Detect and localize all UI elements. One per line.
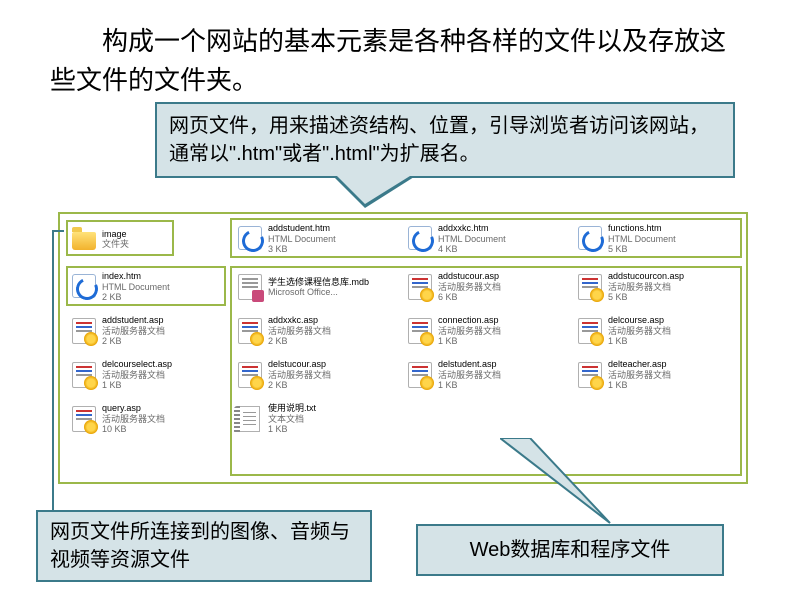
asp-icon xyxy=(578,274,604,300)
asp-icon xyxy=(408,362,434,388)
file-size: 1 KB xyxy=(608,380,671,390)
file-delstucour-asp[interactable]: delstucour.asp活动服务器文档2 KB xyxy=(238,358,388,392)
file-type: 文本文档 xyxy=(268,414,316,424)
asp-icon xyxy=(578,362,604,388)
asp-icon xyxy=(238,362,264,388)
file-name: addstudent.htm xyxy=(268,223,336,233)
ie-icon xyxy=(578,226,604,252)
label-resource-files: 网页文件所连接到的图像、音频与视频等资源文件 xyxy=(36,510,372,582)
file-type: HTML Document xyxy=(102,282,170,292)
file-name: query.asp xyxy=(102,403,165,413)
asp-icon xyxy=(578,318,604,344)
file-name: addxxkc.asp xyxy=(268,315,331,325)
file-image-folder[interactable]: image文件夹 xyxy=(72,222,222,256)
file-name: image xyxy=(102,229,129,239)
file-name: delstucour.asp xyxy=(268,359,331,369)
file-size: 2 KB xyxy=(268,380,331,390)
asp-icon xyxy=(72,362,98,388)
file-size: 4 KB xyxy=(438,244,506,254)
file-addstudent-asp[interactable]: addstudent.asp活动服务器文档2 KB xyxy=(72,314,222,348)
file-type: Microsoft Office... xyxy=(268,287,369,297)
file-mdb[interactable]: 学生选修课程信息库.mdbMicrosoft Office... xyxy=(238,270,398,304)
file-type: 活动服务器文档 xyxy=(102,370,172,380)
file-name: delcourse.asp xyxy=(608,315,671,325)
file-type: HTML Document xyxy=(608,234,676,244)
asp-icon xyxy=(72,406,98,432)
file-type: 活动服务器文档 xyxy=(438,326,501,336)
asp-icon xyxy=(72,318,98,344)
pointer-right xyxy=(500,438,620,528)
file-size: 1 KB xyxy=(608,336,671,346)
file-name: addxxkc.htm xyxy=(438,223,506,233)
file-size: 2 KB xyxy=(102,336,165,346)
file-index-htm[interactable]: index.htmHTML Document2 KB xyxy=(72,270,222,304)
file-type: HTML Document xyxy=(438,234,506,244)
file-type: 活动服务器文档 xyxy=(438,370,501,380)
file-name: delteacher.asp xyxy=(608,359,671,369)
file-size: 6 KB xyxy=(438,292,501,302)
file-size: 1 KB xyxy=(438,380,501,390)
file-name: delcourselect.asp xyxy=(102,359,172,369)
file-type: 活动服务器文档 xyxy=(438,282,501,292)
file-type: 活动服务器文档 xyxy=(608,282,684,292)
file-explorer-panel: image文件夹 addstudent.htmHTML Document3 KB… xyxy=(58,212,748,484)
file-type: HTML Document xyxy=(268,234,336,244)
file-type: 活动服务器文档 xyxy=(102,414,165,424)
file-delcourselect-asp[interactable]: delcourselect.asp活动服务器文档1 KB xyxy=(72,358,222,392)
file-size: 5 KB xyxy=(608,292,684,302)
ie-icon xyxy=(408,226,434,252)
file-name: index.htm xyxy=(102,271,170,281)
file-addstucourcon-asp[interactable]: addstucourcon.asp活动服务器文档5 KB xyxy=(578,270,728,304)
file-name: functions.htm xyxy=(608,223,676,233)
file-name: addstudent.asp xyxy=(102,315,165,325)
file-size: 2 KB xyxy=(102,292,170,302)
file-delcourse-asp[interactable]: delcourse.asp活动服务器文档1 KB xyxy=(578,314,728,348)
file-name: delstudent.asp xyxy=(438,359,501,369)
folder-icon xyxy=(72,226,98,252)
file-type: 活动服务器文档 xyxy=(608,370,671,380)
file-name: addstucourcon.asp xyxy=(608,271,684,281)
connector-left xyxy=(52,230,54,510)
file-type: 活动服务器文档 xyxy=(608,326,671,336)
asp-icon xyxy=(408,318,434,344)
file-delteacher-asp[interactable]: delteacher.asp活动服务器文档1 KB xyxy=(578,358,728,392)
file-size: 2 KB xyxy=(268,336,331,346)
file-addstudent-htm[interactable]: addstudent.htmHTML Document3 KB xyxy=(238,222,388,256)
file-name: addstucour.asp xyxy=(438,271,501,281)
asp-icon xyxy=(238,318,264,344)
file-size: 1 KB xyxy=(102,380,172,390)
file-size: 3 KB xyxy=(268,244,336,254)
file-delstudent-asp[interactable]: delstudent.asp活动服务器文档1 KB xyxy=(408,358,558,392)
file-size: 1 KB xyxy=(268,424,316,434)
file-name: connection.asp xyxy=(438,315,501,325)
ie-icon xyxy=(238,226,264,252)
file-size: 1 KB xyxy=(438,336,501,346)
file-readme-txt[interactable]: 使用说明.txt文本文档1 KB xyxy=(238,402,388,436)
file-addxxkc-asp[interactable]: addxxkc.asp活动服务器文档2 KB xyxy=(238,314,388,348)
mdb-icon xyxy=(238,274,264,300)
file-type: 文件夹 xyxy=(102,239,129,249)
callout-webpage-files: 网页文件，用来描述资结构、位置，引导浏览者访问该网站，通常以".htm"或者".… xyxy=(155,102,735,178)
label-db-program-files: Web数据库和程序文件 xyxy=(416,524,724,576)
file-connection-asp[interactable]: connection.asp活动服务器文档1 KB xyxy=(408,314,558,348)
file-type: 活动服务器文档 xyxy=(268,326,331,336)
file-addstucour-asp[interactable]: addstucour.asp活动服务器文档6 KB xyxy=(408,270,558,304)
txt-icon xyxy=(238,406,264,432)
file-size: 10 KB xyxy=(102,424,165,434)
file-addxxkc-htm[interactable]: addxxkc.htmHTML Document4 KB xyxy=(408,222,558,256)
file-size: 5 KB xyxy=(608,244,676,254)
asp-icon xyxy=(408,274,434,300)
file-query-asp[interactable]: query.asp活动服务器文档10 KB xyxy=(72,402,222,436)
intro-paragraph: 构成一个网站的基本元素是各种各样的文件以及存放这些文件的文件夹。 xyxy=(50,22,730,100)
file-name: 学生选修课程信息库.mdb xyxy=(268,277,369,287)
file-type: 活动服务器文档 xyxy=(102,326,165,336)
connector-left-h xyxy=(52,230,64,232)
ie-icon xyxy=(72,274,98,300)
file-type: 活动服务器文档 xyxy=(268,370,331,380)
file-name: 使用说明.txt xyxy=(268,403,316,413)
file-functions-htm[interactable]: functions.htmHTML Document5 KB xyxy=(578,222,728,256)
